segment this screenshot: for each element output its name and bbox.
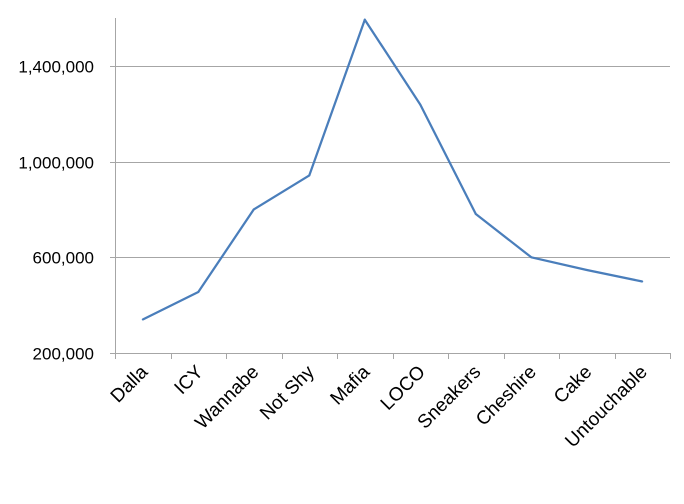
series: [141, 18, 644, 321]
data-point: [141, 318, 144, 321]
data-point: [419, 103, 422, 106]
data-point: [363, 18, 366, 21]
data-point: [308, 174, 311, 177]
series-line: [142, 18, 643, 321]
y-tick-label: 600,000: [33, 249, 94, 268]
x-tick-label: Mafia: [327, 361, 375, 409]
data-point: [252, 208, 255, 211]
data-point: [585, 268, 588, 271]
x-tick-label: Dalla: [107, 361, 153, 407]
y-tick-label: 200,000: [33, 345, 94, 364]
gridlines: [115, 66, 670, 258]
y-tick-label: 1,400,000: [18, 58, 94, 77]
x-tick-label: Not Shy: [256, 361, 319, 424]
x-tick-label: Cheshire: [472, 362, 541, 431]
y-axis-tick-labels: 200,000 600,000 1,000,000 1,400,000: [18, 58, 94, 364]
data-point: [641, 280, 644, 283]
x-tick-label: ICY: [171, 361, 208, 398]
x-tick-label: LOCO: [377, 362, 430, 415]
data-point: [530, 256, 533, 259]
y-tick-label: 1,000,000: [18, 154, 94, 173]
data-point: [197, 290, 200, 293]
data-point: [474, 212, 477, 215]
x-tick-label: Cake: [550, 362, 596, 408]
axes: [110, 18, 671, 359]
